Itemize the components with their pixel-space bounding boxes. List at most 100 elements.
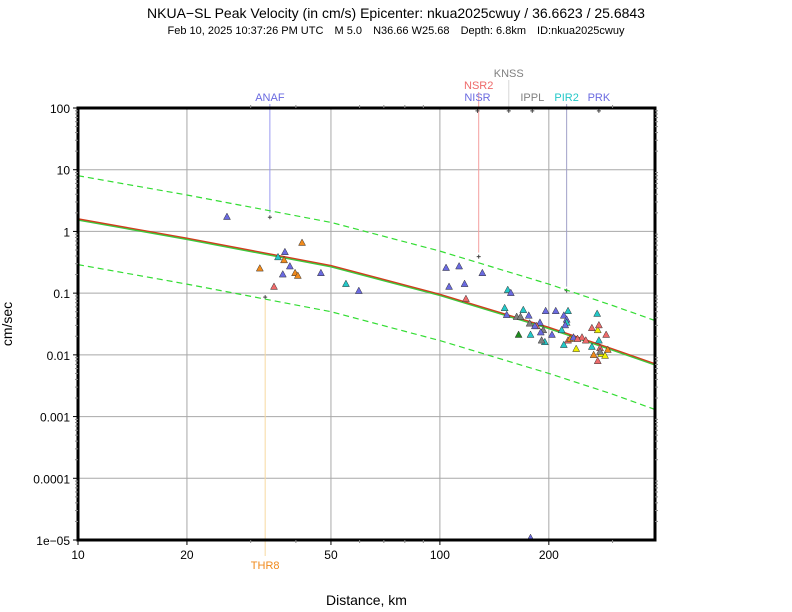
x-tick-label: 20 bbox=[180, 548, 194, 562]
data-point bbox=[561, 320, 570, 329]
station-lines bbox=[263, 80, 601, 556]
data-point bbox=[541, 306, 550, 314]
data-point bbox=[278, 270, 287, 278]
data-points bbox=[223, 212, 612, 541]
chart-subtitle: Feb 10, 2025 10:37:26 PM UTC M 5.0 N36.6… bbox=[0, 25, 792, 37]
station-label-knss: KNSS bbox=[494, 68, 524, 80]
data-point bbox=[223, 212, 231, 220]
data-point bbox=[594, 320, 603, 329]
data-point bbox=[536, 318, 544, 326]
data-point bbox=[503, 285, 512, 293]
data-point bbox=[557, 325, 566, 334]
x-tick-label: 200 bbox=[539, 548, 559, 562]
data-point bbox=[514, 330, 523, 338]
y-tick-label: 10 bbox=[57, 164, 71, 178]
event-magnitude: M 5.0 bbox=[334, 25, 362, 37]
data-point bbox=[445, 282, 453, 290]
data-point bbox=[569, 333, 578, 341]
y-tick-label: 100 bbox=[50, 102, 70, 116]
data-point bbox=[581, 336, 590, 344]
data-point bbox=[525, 319, 534, 327]
station-label-pir2: PIR2 bbox=[554, 92, 578, 104]
data-point bbox=[274, 252, 282, 261]
data-point bbox=[280, 247, 289, 255]
x-tick-label: 10 bbox=[71, 548, 85, 562]
data-point bbox=[502, 310, 511, 318]
data-point bbox=[354, 286, 363, 294]
data-point bbox=[270, 282, 278, 290]
data-point bbox=[551, 306, 560, 314]
event-coordinates: N36.66 W25.68 bbox=[373, 25, 450, 37]
station-label-nisr: NISR bbox=[464, 92, 490, 104]
data-point bbox=[593, 309, 602, 317]
data-point bbox=[536, 328, 545, 336]
event-datetime: Feb 10, 2025 10:37:26 PM UTC bbox=[167, 25, 324, 37]
event-depth: Depth: 6.8km bbox=[460, 25, 526, 37]
data-point bbox=[293, 271, 302, 279]
data-point bbox=[601, 351, 609, 359]
data-point bbox=[280, 255, 288, 264]
data-point bbox=[587, 323, 596, 331]
curve-median-green bbox=[77, 218, 656, 366]
station-label-thr8: THR8 bbox=[251, 560, 280, 572]
data-point bbox=[559, 311, 568, 319]
event-id: ID:nkua2025cwuy bbox=[537, 25, 625, 37]
data-point bbox=[460, 279, 469, 287]
station-marker-anaf bbox=[267, 215, 272, 220]
data-point bbox=[573, 334, 582, 342]
data-point bbox=[506, 288, 515, 296]
station-label-prk: PRK bbox=[588, 92, 611, 104]
curve-upper bbox=[77, 175, 656, 322]
curve-lower bbox=[77, 264, 656, 411]
y-tick-label: 0.001 bbox=[40, 411, 70, 425]
y-tick-label: 0.01 bbox=[47, 349, 71, 363]
data-point bbox=[548, 330, 556, 338]
data-point bbox=[594, 336, 603, 344]
data-point bbox=[537, 336, 546, 344]
data-point bbox=[500, 303, 509, 311]
data-point bbox=[516, 312, 525, 320]
plot-border bbox=[76, 106, 657, 542]
x-axis-title: Distance, km bbox=[326, 592, 407, 608]
data-point bbox=[526, 330, 535, 338]
data-point bbox=[524, 311, 533, 319]
curves bbox=[77, 175, 656, 411]
station-label-nsr2: NSR2 bbox=[464, 80, 493, 92]
data-point bbox=[587, 342, 596, 350]
data-point bbox=[342, 279, 350, 287]
station-marker-nsr2 bbox=[476, 254, 481, 259]
station-label-anaf: ANAF bbox=[255, 92, 285, 104]
data-point bbox=[603, 345, 612, 353]
data-point bbox=[602, 330, 611, 338]
data-point bbox=[593, 325, 602, 334]
grid-lines bbox=[78, 108, 655, 540]
y-tick-label: 1e−05 bbox=[36, 534, 70, 548]
data-point bbox=[316, 268, 325, 277]
data-point bbox=[442, 263, 450, 271]
data-point bbox=[564, 306, 572, 314]
data-point bbox=[572, 344, 581, 352]
station-label-ippl: IPPL bbox=[520, 92, 544, 104]
data-point bbox=[298, 238, 306, 246]
y-tick-label: 0.0001 bbox=[33, 472, 70, 486]
data-point bbox=[589, 350, 598, 358]
chart-title: NKUA−SL Peak Velocity (in cm/s) Epicente… bbox=[147, 5, 645, 21]
data-point bbox=[559, 340, 568, 348]
data-point bbox=[596, 347, 604, 355]
curve-median bbox=[77, 218, 656, 365]
y-axis-title: cm/sec bbox=[0, 302, 15, 346]
x-tick-label: 50 bbox=[324, 548, 338, 562]
data-point bbox=[530, 321, 539, 330]
data-point bbox=[285, 261, 294, 270]
y-tick-label: 1 bbox=[63, 225, 70, 239]
x-tick-label: 100 bbox=[430, 548, 450, 562]
data-point bbox=[255, 264, 264, 272]
data-point bbox=[593, 356, 602, 364]
data-point bbox=[478, 268, 487, 277]
plot-frame bbox=[76, 106, 657, 542]
data-point bbox=[578, 333, 586, 341]
data-point bbox=[519, 305, 528, 313]
